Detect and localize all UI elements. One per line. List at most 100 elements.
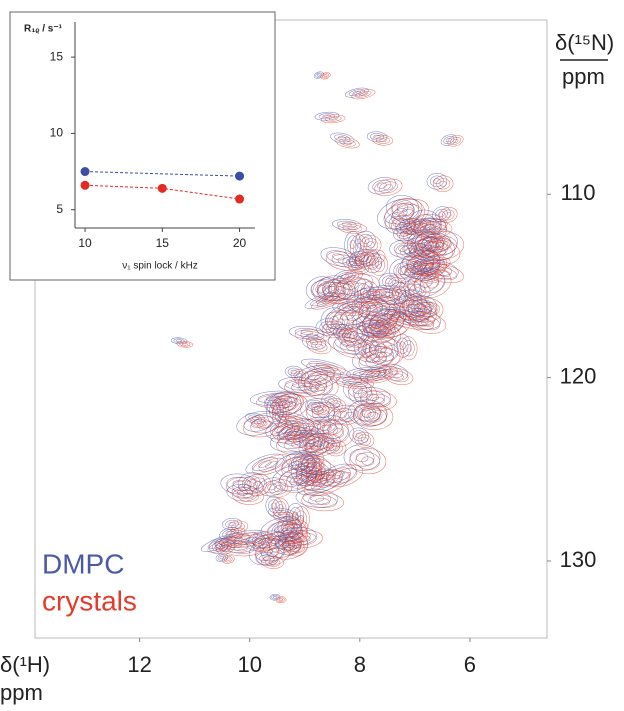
contour <box>372 134 394 146</box>
contour <box>271 502 278 510</box>
contour <box>372 179 392 192</box>
contour <box>363 408 383 423</box>
contour <box>265 557 281 567</box>
contour <box>403 307 441 330</box>
contour <box>420 272 443 284</box>
contour <box>347 260 370 275</box>
contour <box>317 415 349 444</box>
contour <box>261 555 284 569</box>
contour <box>360 390 385 404</box>
y-tick-label: 110 <box>560 180 595 205</box>
contour <box>285 452 332 475</box>
contour <box>407 299 432 316</box>
contour <box>391 199 414 217</box>
contour <box>408 245 430 258</box>
contour <box>273 393 308 419</box>
contour <box>269 482 288 495</box>
contour <box>173 338 185 344</box>
contour <box>355 453 369 463</box>
contour <box>322 418 355 448</box>
contour <box>420 304 437 315</box>
contour <box>272 400 290 428</box>
inset-y-tick-label: 5 <box>56 202 63 216</box>
contour <box>339 306 370 326</box>
contour <box>314 111 340 121</box>
contours <box>170 71 465 604</box>
contour <box>280 540 306 554</box>
y-axis-label: δ(¹⁵N) <box>555 30 614 55</box>
contour <box>452 138 459 143</box>
data-point <box>235 171 245 181</box>
contour <box>179 341 191 347</box>
contour <box>301 358 346 374</box>
y-tick-label: 120 <box>560 363 597 388</box>
contour <box>357 434 372 446</box>
contour <box>365 352 394 369</box>
contour <box>366 393 391 408</box>
contour <box>391 208 408 220</box>
contour <box>269 422 289 437</box>
contour <box>299 436 326 448</box>
contour <box>404 268 414 277</box>
inset-y-label: R₁ᵨ / s⁻¹ <box>24 24 63 35</box>
contour <box>380 346 393 357</box>
contour <box>332 253 345 261</box>
contour <box>402 231 419 242</box>
contour <box>306 401 341 426</box>
contour <box>305 337 323 348</box>
contour <box>399 245 419 258</box>
contour <box>399 228 422 244</box>
contour <box>322 73 329 79</box>
contour <box>349 448 375 467</box>
contour <box>252 454 292 476</box>
contour <box>406 298 415 308</box>
contour <box>370 326 386 332</box>
legend-entry: DMPC <box>42 548 124 579</box>
contour <box>341 330 355 341</box>
contour <box>446 138 452 143</box>
inset-chart: R₁ᵨ / s⁻¹ ν₁ spin lock / kHz 5 10 15 10 15 20 <box>9 11 276 281</box>
contour <box>405 344 412 353</box>
contour <box>228 529 243 538</box>
contour <box>303 375 328 392</box>
contour <box>358 348 401 373</box>
contour <box>401 295 438 320</box>
contour <box>272 497 290 518</box>
contour <box>328 423 350 443</box>
x-axis-unit: ppm <box>0 680 43 705</box>
contour <box>397 202 420 220</box>
contour <box>409 284 427 298</box>
contour <box>219 529 266 547</box>
contour <box>349 447 387 475</box>
contour <box>332 305 364 325</box>
contour <box>329 316 339 326</box>
contour <box>253 418 268 427</box>
contour <box>450 136 461 145</box>
contour <box>369 253 389 276</box>
contour <box>278 397 303 415</box>
contour <box>277 597 285 603</box>
contour <box>383 366 404 378</box>
contour <box>226 483 259 502</box>
contour <box>319 463 357 487</box>
contour <box>400 264 418 281</box>
contour <box>365 373 380 378</box>
contour <box>303 416 337 435</box>
contour <box>321 394 341 408</box>
contour <box>441 209 455 221</box>
contour <box>393 373 404 380</box>
contour <box>407 230 438 257</box>
contour <box>287 367 300 377</box>
contour <box>306 362 351 378</box>
contour <box>382 319 397 330</box>
contour <box>274 404 287 424</box>
contour <box>321 474 332 481</box>
contour <box>440 134 457 146</box>
contour <box>298 371 333 396</box>
inset-x-label: ν₁ spin lock / kHz <box>122 261 198 272</box>
contour <box>378 181 398 194</box>
contour <box>354 387 391 408</box>
contour <box>368 310 411 339</box>
contour <box>323 323 332 330</box>
